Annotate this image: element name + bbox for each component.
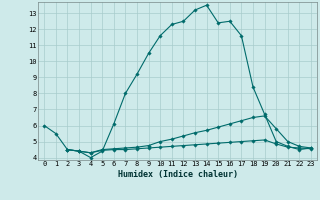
X-axis label: Humidex (Indice chaleur): Humidex (Indice chaleur) bbox=[118, 170, 238, 179]
